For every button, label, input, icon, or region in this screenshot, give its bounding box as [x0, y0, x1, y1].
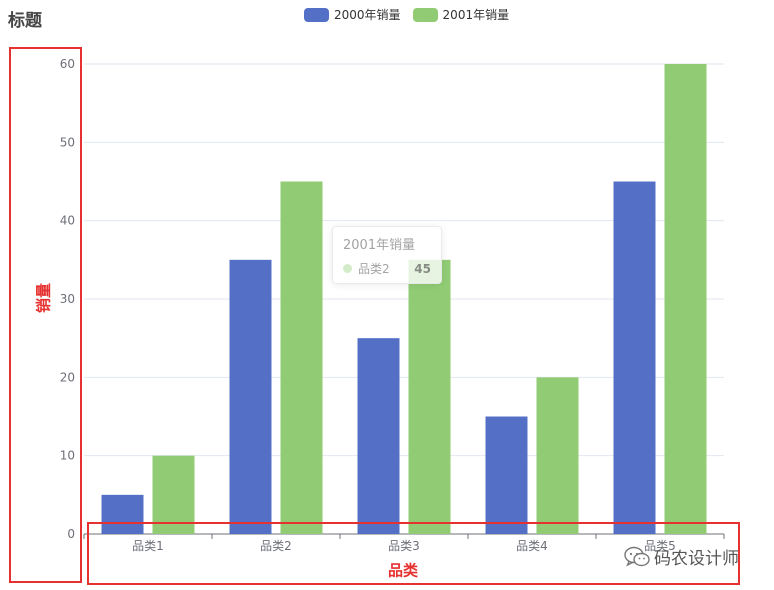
bar-2000	[485, 416, 528, 534]
bar-2000	[229, 259, 272, 534]
legend-item-2000[interactable]: 2000年销量	[304, 6, 401, 23]
bar-2001	[408, 259, 451, 534]
tooltip-row: 品类2 45	[343, 260, 431, 277]
y-tick-label: 60	[60, 57, 75, 71]
tooltip-value: 45	[414, 261, 431, 276]
y-tick-label: 50	[60, 135, 75, 149]
bar-2001	[536, 377, 579, 534]
legend-label-2001: 2001年销量	[442, 8, 510, 22]
y-axis-label: 销量	[34, 282, 53, 314]
y-axis-highlight-box	[9, 47, 82, 583]
y-tick-label: 0	[67, 527, 75, 541]
y-tick-label: 30	[60, 292, 75, 306]
watermark: 码农设计师	[624, 544, 739, 569]
y-tick-label: 40	[60, 214, 75, 228]
chart-title: 标题	[8, 11, 42, 31]
x-tick-label: 品类4	[516, 539, 548, 553]
legend-swatch-2000	[304, 7, 329, 22]
legend: 2000年销量 2001年销量	[304, 6, 509, 23]
x-axis-highlight-box	[87, 522, 740, 585]
watermark-text: 码农设计师	[654, 549, 739, 569]
y-tick-label: 20	[60, 370, 75, 384]
x-tick-label: 品类1	[132, 539, 164, 553]
x-axis-label: 品类	[387, 561, 419, 580]
legend-swatch-2001	[412, 7, 438, 22]
circle-marker-icon	[343, 264, 352, 273]
tooltip-category: 品类2	[358, 262, 390, 276]
bar-2001	[664, 64, 707, 534]
bar-2000	[613, 181, 656, 534]
wechat-icon	[624, 546, 650, 566]
bar-2001	[152, 455, 195, 534]
tooltip: 2001年销量 品类2 45	[332, 226, 442, 284]
y-tick-label: 10	[60, 449, 75, 463]
legend-label-2000: 2000年销量	[334, 8, 401, 22]
x-tick-label: 品类3	[388, 539, 420, 553]
x-tick-label: 品类2	[260, 539, 292, 553]
legend-item-2001[interactable]: 2001年销量	[412, 6, 510, 23]
tooltip-series-name: 2001年销量	[343, 238, 416, 253]
bar-2000	[357, 338, 400, 534]
bar-2000	[101, 494, 144, 534]
x-tick-label: 品类5	[644, 539, 676, 553]
bar-2001	[280, 181, 323, 534]
